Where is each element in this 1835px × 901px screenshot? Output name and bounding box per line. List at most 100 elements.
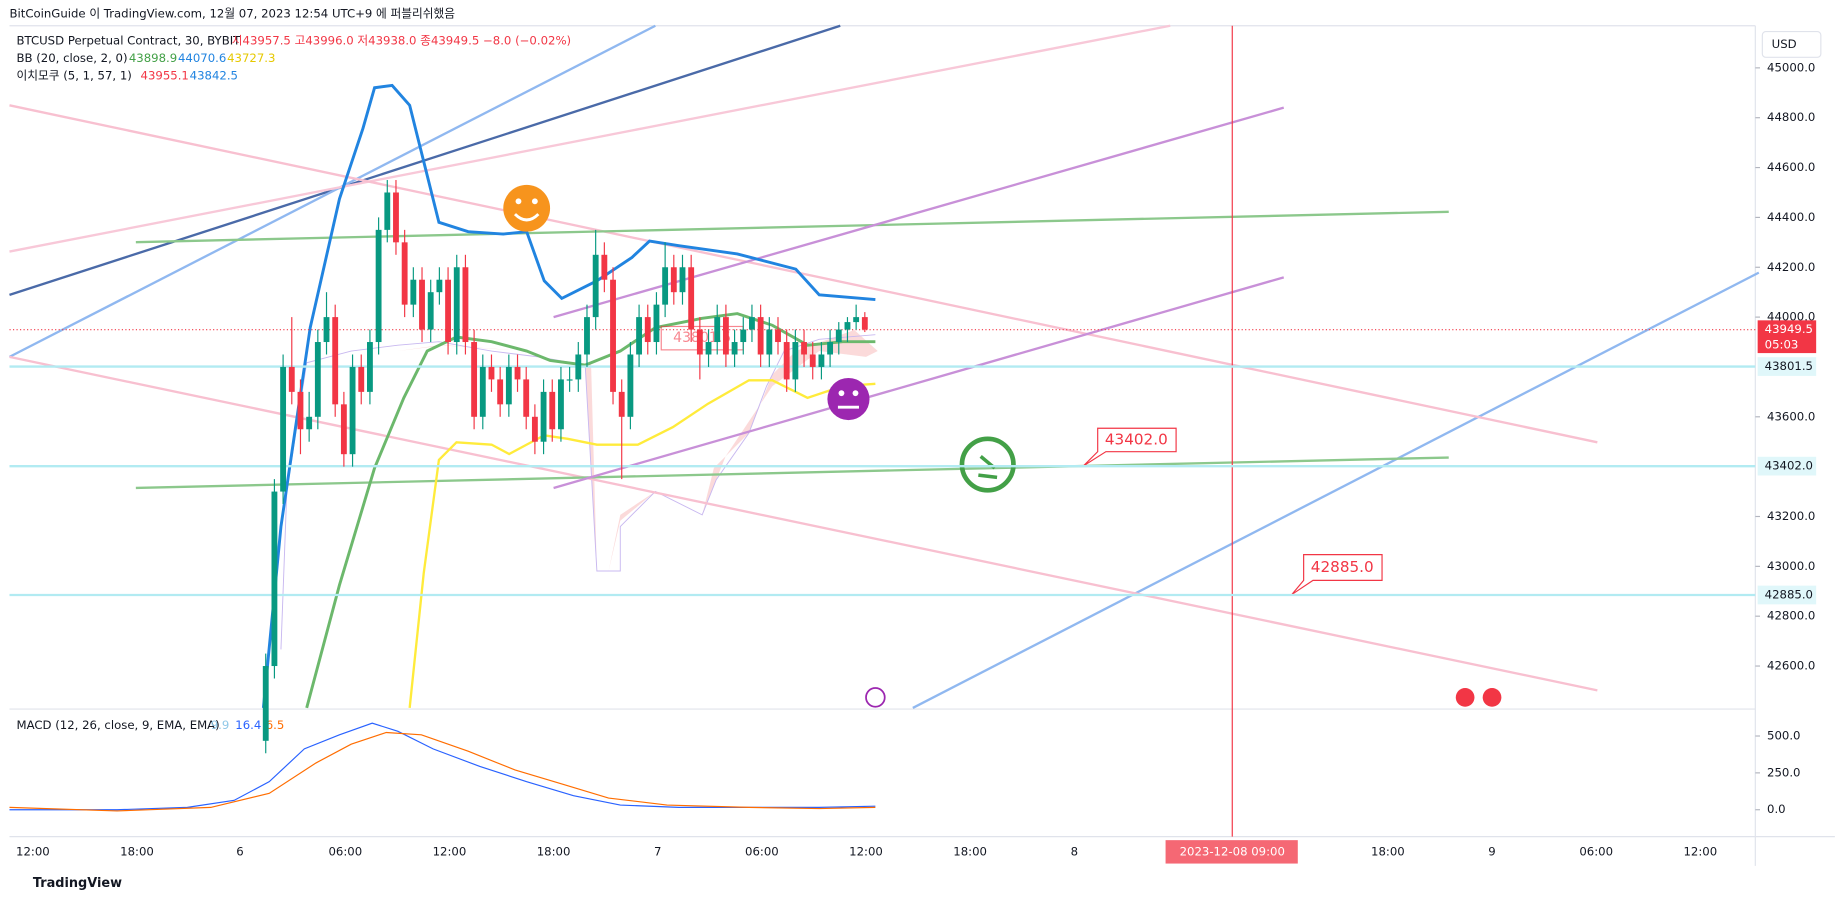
- candle-body: [636, 317, 643, 355]
- legend-symbol: BTCUSD Perpetual Contract, 30, BYBIT: [17, 33, 242, 47]
- candle-body: [601, 254, 608, 280]
- candle-body: [618, 391, 625, 417]
- drawings: [8, 24, 1760, 837]
- candle-body: [549, 391, 556, 430]
- candle-body: [375, 229, 382, 343]
- emoji-eye: [531, 198, 538, 205]
- time-label: 12:00: [433, 844, 467, 858]
- candle-body: [766, 329, 773, 355]
- last-price: 43949.5: [1765, 322, 1813, 336]
- time-label: 06:00: [1579, 844, 1613, 858]
- candle-body: [358, 366, 365, 392]
- candle-body: [332, 317, 339, 405]
- candle-body: [714, 317, 721, 343]
- candle-body: [340, 404, 347, 455]
- price-label: 42800.0: [1767, 609, 1815, 623]
- candle-body: [575, 354, 582, 380]
- emoji: [503, 184, 551, 232]
- candle-body: [531, 416, 538, 442]
- candle-body: [280, 366, 287, 492]
- candle-body: [705, 342, 712, 355]
- candle-body: [393, 192, 399, 243]
- candle-body: [835, 329, 842, 343]
- candle-body: [497, 379, 504, 405]
- trendline: [8, 24, 656, 358]
- candle-body: [584, 317, 590, 355]
- trendline: [553, 276, 1285, 490]
- candle-body: [783, 342, 790, 380]
- candle-body: [419, 279, 425, 330]
- event-icon[interactable]: [1482, 688, 1502, 707]
- candle-body: [384, 192, 391, 230]
- emoji: [959, 436, 1016, 493]
- event-icon[interactable]: [1455, 688, 1475, 707]
- legend-value: 44070.6: [178, 51, 226, 65]
- time-label: 06:00: [745, 844, 779, 858]
- candle-body: [670, 267, 677, 293]
- macd-line: [9, 722, 876, 811]
- candle-body: [809, 354, 816, 367]
- candle-body: [844, 322, 851, 330]
- candle-body: [566, 379, 573, 381]
- candle-body: [427, 292, 434, 330]
- candle-body: [792, 342, 799, 380]
- time-label: 6: [236, 844, 243, 858]
- countdown: 05:03: [1765, 337, 1799, 351]
- cloud-edge: [280, 334, 876, 650]
- candle-body: [262, 666, 269, 741]
- currency[interactable]: USD: [1772, 37, 1797, 51]
- trendline: [9, 355, 1598, 692]
- candle-body: [514, 366, 521, 380]
- price-label: 43000.0: [1767, 559, 1815, 573]
- emoji: [827, 377, 870, 421]
- time-label: 7: [654, 844, 661, 858]
- candle-body: [445, 279, 451, 343]
- candle-body: [323, 317, 330, 343]
- candle-body: [775, 329, 781, 343]
- candle-body: [731, 342, 738, 355]
- candle-body: [818, 354, 825, 367]
- candle-body: [861, 317, 868, 330]
- candle-body: [453, 267, 460, 343]
- time-label: 12:00: [16, 844, 50, 858]
- price-label: 43600.0: [1767, 409, 1815, 423]
- candle-body: [540, 391, 547, 442]
- legend-value: 16.4: [235, 718, 261, 732]
- legend-macd: MACD (12, 26, close, 9, EMA, EMA): [17, 718, 220, 732]
- time-label: 8: [1071, 844, 1078, 858]
- candle-body: [288, 366, 295, 392]
- time-label: 12:00: [849, 844, 883, 858]
- legend-ichimoku: 이치모쿠 (5, 1, 57, 1): [17, 69, 132, 83]
- legend-value: 43955.1: [141, 69, 189, 83]
- time-label: 12:00: [1683, 844, 1717, 858]
- time-label: 18:00: [1371, 844, 1405, 858]
- candle-body: [297, 391, 304, 430]
- emoji-eye: [852, 390, 859, 397]
- candle-body: [662, 267, 669, 305]
- footer: TradingView: [33, 876, 122, 891]
- legend-value: 43898.9: [129, 51, 177, 65]
- candle-body: [558, 379, 564, 430]
- price-label: 44400.0: [1767, 210, 1815, 224]
- candle-body: [688, 267, 695, 330]
- macd-label: 500.0: [1767, 729, 1800, 743]
- macd-label: 250.0: [1767, 765, 1800, 779]
- candle-body: [488, 366, 495, 380]
- crosshair-label: [1165, 840, 1298, 864]
- legend-value: 43842.5: [190, 69, 238, 83]
- candle-body: [801, 342, 807, 355]
- level-box: [1757, 456, 1817, 476]
- candle-body: [627, 354, 634, 417]
- callout: [1083, 427, 1177, 467]
- candle-body: [505, 366, 512, 405]
- candle-body: [271, 491, 278, 667]
- candle-body: [644, 317, 651, 343]
- currency-button[interactable]: [1761, 31, 1822, 58]
- candle-body: [827, 342, 834, 355]
- candle-body: [471, 342, 478, 417]
- event-icon[interactable]: [865, 687, 886, 708]
- candle-body: [523, 379, 530, 417]
- price-label: 45000.0: [1767, 60, 1815, 74]
- callout-text: 42885.0: [1311, 558, 1374, 576]
